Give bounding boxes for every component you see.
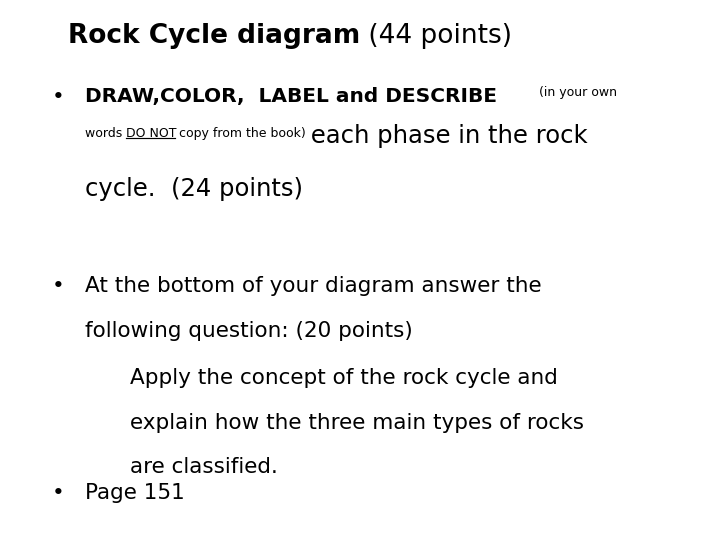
Text: DO NOT: DO NOT xyxy=(126,127,176,140)
Text: following question: (20 points): following question: (20 points) xyxy=(85,321,413,341)
Text: Rock Cycle diagram: Rock Cycle diagram xyxy=(68,23,360,49)
Text: DRAW,COLOR,  LABEL and DESCRIBE: DRAW,COLOR, LABEL and DESCRIBE xyxy=(85,87,504,106)
Text: •: • xyxy=(52,483,65,503)
Text: •: • xyxy=(52,276,65,296)
Text: At the bottom of your diagram answer the: At the bottom of your diagram answer the xyxy=(85,276,541,296)
Text: •: • xyxy=(52,87,65,107)
Text: (44 points): (44 points) xyxy=(360,23,512,49)
Text: cycle.  (24 points): cycle. (24 points) xyxy=(85,177,303,201)
Text: are classified.: are classified. xyxy=(130,457,277,477)
Text: each phase in the rock: each phase in the rock xyxy=(303,124,588,148)
Text: Apply the concept of the rock cycle and: Apply the concept of the rock cycle and xyxy=(130,368,557,388)
Text: explain how the three main types of rocks: explain how the three main types of rock… xyxy=(130,413,584,433)
Text: (in your own: (in your own xyxy=(539,86,616,99)
Text: words: words xyxy=(85,127,126,140)
Text: copy from the book): copy from the book) xyxy=(175,127,306,140)
Text: Page 151: Page 151 xyxy=(85,483,185,503)
